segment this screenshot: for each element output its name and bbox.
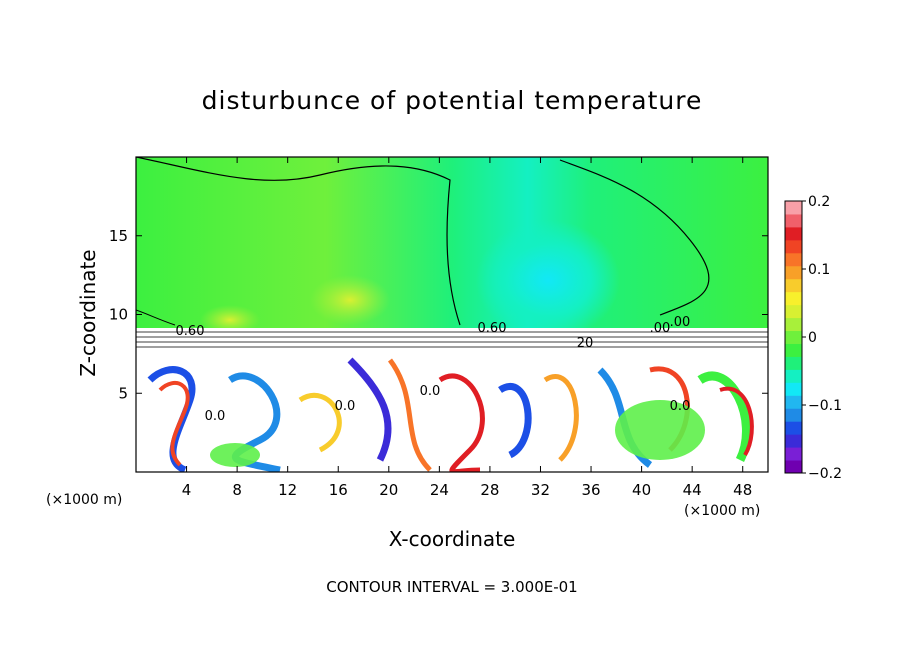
green-patches (210, 400, 705, 467)
colorbar-segment (785, 304, 802, 319)
contour-label: 0.0 (205, 409, 226, 424)
x-tick-label: 36 (581, 481, 600, 499)
colorbar-segment (785, 382, 802, 396)
x-tick-label: 44 (683, 481, 702, 499)
chart-title: disturbunce of potential temperature (201, 86, 703, 115)
x-tick-label: 28 (480, 481, 499, 499)
contour-label: 0.0 (670, 399, 691, 414)
upper-contour (136, 157, 461, 326)
colorbar-segment (785, 213, 802, 228)
colorbar-segment (785, 356, 802, 370)
y-tick-label: 10 (109, 306, 128, 324)
contour-label: .00 (670, 315, 691, 330)
colorbar-segment (785, 291, 802, 306)
colorbar-segment (785, 317, 802, 332)
colorbar-segment (785, 201, 802, 215)
y-tick-label: 5 (118, 384, 128, 402)
upper-contour (136, 309, 176, 326)
x-tick-label: 24 (430, 481, 449, 499)
colorbar-tick-label: 0.1 (808, 262, 830, 278)
colorbar-segment (785, 343, 802, 357)
x-unit-right: (×1000 m) (684, 503, 761, 519)
yellow-spot (310, 275, 390, 325)
colorbar-segment (785, 395, 802, 409)
colorbar-tick-label: 0 (808, 330, 817, 346)
colorbar-segment (785, 265, 802, 280)
x-ticks: 4 8 12 16 20 24 28 32 36 40 44 48 (182, 157, 752, 499)
colorbar-tick-label: 0.2 (808, 194, 830, 210)
colorbar: 0.2 0.1 0 −0.1 −0.2 (784, 194, 842, 482)
contour-label: 20 (577, 336, 594, 351)
upper-contour (559, 159, 710, 316)
colorbar-segment (785, 460, 802, 474)
colorbar-segment (785, 239, 802, 254)
yellow-spot (200, 305, 260, 335)
y-tick-label: 15 (109, 227, 128, 245)
contour-band (136, 331, 768, 348)
colorbar-segment (785, 226, 802, 241)
x-tick-label: 40 (632, 481, 651, 499)
x-tick-label: 48 (733, 481, 752, 499)
x-tick-label: 4 (182, 481, 192, 499)
colorbar-segment (785, 252, 802, 267)
colorbar-tick-label: −0.2 (808, 466, 842, 482)
colorbar-segment (785, 408, 802, 422)
colorbar-segment (785, 330, 802, 344)
colorbar-segment (785, 447, 802, 461)
contour-labels: 0.60 0.60 .00.00 0.0 0.0 0.0 0.0 20 (176, 315, 691, 424)
contour-interval-note: CONTOUR INTERVAL = 3.000E-01 (326, 578, 578, 596)
contour-label: 0.0 (420, 384, 441, 399)
x-tick-label: 8 (232, 481, 242, 499)
colorbar-segment (785, 369, 802, 383)
y-ticks: 5 10 15 (109, 227, 768, 402)
x-tick-label: 12 (278, 481, 297, 499)
x-tick-label: 32 (531, 481, 550, 499)
field-layer (136, 157, 768, 472)
x-unit-left: (×1000 m) (46, 492, 123, 508)
contour-label: .00 (650, 321, 671, 336)
x-tick-label: 16 (329, 481, 348, 499)
x-tick-label: 20 (379, 481, 398, 499)
contour-label: 0.60 (478, 321, 507, 336)
x-axis-label: X-coordinate (388, 527, 516, 551)
colorbar-tick-label: −0.1 (808, 398, 842, 414)
colorbar-segment (785, 434, 802, 448)
contour-label: 0.60 (176, 324, 205, 339)
colorbar-segment (785, 421, 802, 435)
lower-swirls (147, 357, 754, 472)
colorbar-segment (785, 278, 802, 293)
blue-core (476, 220, 620, 340)
contour-label: 0.0 (335, 399, 356, 414)
